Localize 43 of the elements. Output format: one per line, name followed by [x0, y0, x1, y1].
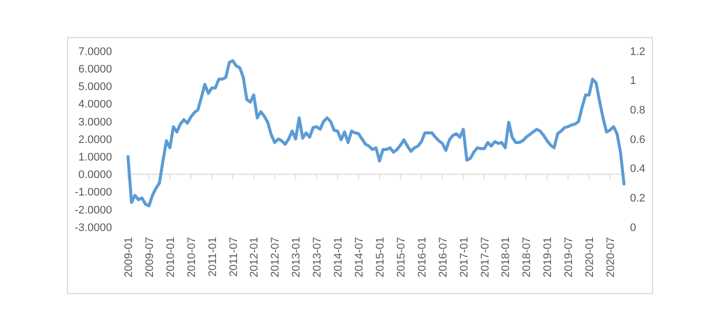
x-tick-label: 2014-07 [354, 237, 366, 278]
x-tick-label: 2010-07 [186, 237, 198, 278]
x-tick-label: 2019-01 [542, 237, 554, 278]
x-tick-label: 2016-07 [437, 237, 450, 278]
y2-tick-label: 0.8 [630, 104, 646, 117]
y-tick-label: 1.0000 [78, 151, 112, 164]
x-tick-label: 2012-07 [270, 237, 282, 278]
y-tick-label: 2.0000 [78, 134, 112, 146]
x-tick-label: 2012-01 [248, 237, 261, 278]
x-tick-label: 2015-01 [374, 237, 386, 278]
x-tick-label: 2018-07 [521, 237, 534, 278]
x-tick-label: 2013-01 [290, 237, 303, 278]
y-tick-label: -1.0000 [74, 186, 112, 199]
y2-tick-label: 1 [630, 75, 636, 88]
y2-tick-label: 0.6 [630, 134, 646, 146]
x-tick-label: 2018-01 [500, 237, 512, 278]
x-tick-label: 2009-01 [123, 237, 135, 278]
y-tick-label: 4.0000 [78, 98, 112, 111]
x-tick-label: 2017-01 [458, 237, 470, 278]
x-tick-label: 2015-07 [395, 237, 408, 278]
y-tick-label: 3.0000 [78, 116, 112, 128]
x-tick-label: 2019-07 [563, 237, 576, 278]
y-tick-label: 6.0000 [78, 63, 112, 76]
x-tick-label: 2017-07 [479, 237, 492, 278]
x-tick-label: 2014-01 [332, 237, 345, 278]
x-tick-label: 2016-01 [416, 237, 428, 278]
x-tick-label: 2020-07 [605, 237, 618, 278]
x-tick-label: 2010-01 [164, 237, 177, 278]
x-tick-label: 2020-01 [584, 237, 596, 278]
y-tick-label: 5.0000 [78, 81, 112, 94]
y2-tick-label: 0.4 [630, 163, 646, 176]
line-series [126, 59, 626, 208]
x-tick-label: 2013-07 [312, 237, 324, 278]
x-tick-label: 2011-01 [206, 237, 219, 277]
x-tick-label: 2009-07 [144, 237, 156, 278]
y-tick-label: -2.0000 [74, 204, 112, 216]
y2-tick-label: 0 [630, 222, 636, 234]
y-tick-label: 0.0000 [78, 169, 112, 182]
x-tick-label: 2011-07 [228, 237, 240, 277]
y-tick-label: 7.0000 [78, 46, 112, 58]
y2-tick-label: 1.2 [630, 46, 646, 58]
y-tick-label: -3.0000 [74, 222, 112, 234]
y2-tick-label: 0.2 [630, 192, 646, 205]
